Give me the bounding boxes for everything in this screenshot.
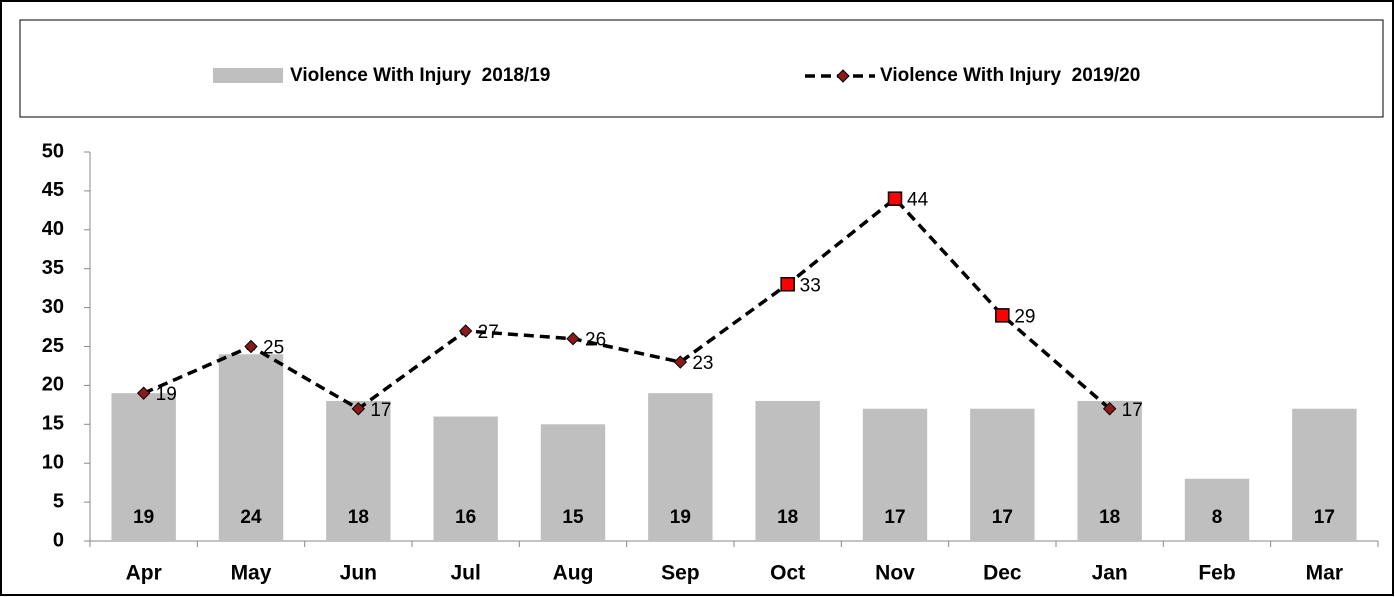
bar: [648, 393, 713, 541]
x-tick-label: Oct: [770, 562, 805, 585]
x-tick-label: Jul: [450, 562, 480, 585]
y-tick-label: 20: [42, 374, 64, 396]
x-tick-label: Aug: [553, 562, 594, 585]
line-value-label: 17: [1122, 400, 1143, 421]
line-value-label: 17: [370, 400, 391, 421]
bar-value-label: 17: [884, 507, 905, 528]
bar-value-label: 17: [1314, 507, 1335, 528]
x-tick-label: Sep: [661, 562, 700, 585]
y-tick-label: 5: [53, 490, 64, 512]
bar: [1077, 400, 1142, 541]
marker: [887, 191, 903, 206]
marker: [1102, 402, 1117, 416]
y-tick-label: 50: [42, 140, 64, 162]
bar-value-label: 19: [670, 507, 691, 528]
y-tick-label: 40: [42, 218, 64, 240]
line-value-label: 25: [263, 338, 284, 359]
bar-value-label: 8: [1212, 507, 1223, 528]
y-tick-label: 25: [42, 335, 64, 357]
bar-value-label: 19: [133, 507, 154, 528]
bar: [218, 354, 284, 541]
line: [142, 196, 1111, 411]
legend-label: Violence With Injury 2019/20: [880, 65, 1140, 86]
bar: [433, 416, 498, 541]
x-tick-label: Jun: [340, 562, 377, 585]
y-tick-label: 35: [42, 257, 64, 279]
bar: [111, 393, 176, 541]
marker: [136, 386, 151, 400]
bar-value-label: 18: [348, 507, 369, 528]
bar: [1184, 478, 1250, 541]
marker: [673, 355, 688, 369]
marker: [780, 277, 795, 292]
marker: [458, 324, 473, 338]
marker: [995, 308, 1010, 323]
legend-label: Violence With Injury 2018/19: [290, 65, 550, 86]
y-tick-label: 45: [42, 179, 64, 201]
marker: [244, 339, 258, 354]
bar-value-label: 15: [562, 507, 584, 528]
bar: [755, 400, 820, 541]
y-tick-label: 0: [53, 529, 64, 551]
bar-value-label: 24: [240, 507, 262, 528]
y-tick-label: 30: [42, 296, 64, 318]
bar: [862, 408, 928, 541]
line-value-label: 27: [478, 322, 499, 343]
marker: [566, 332, 580, 346]
line-value-label: 33: [800, 275, 821, 296]
x-tick-label: Feb: [1198, 562, 1235, 585]
bar: [1292, 408, 1357, 541]
legend-marker: [836, 69, 850, 83]
x-tick-label: Mar: [1306, 562, 1343, 585]
bar: [970, 408, 1035, 541]
legend-swatch: [213, 68, 283, 83]
bar-value-label: 18: [1099, 507, 1120, 528]
line-value-label: 26: [585, 330, 606, 351]
x-tick-label: Nov: [875, 562, 915, 585]
x-tick-label: Jan: [1092, 562, 1128, 585]
line-value-label: 23: [692, 353, 713, 374]
bar-value-label: 16: [455, 507, 476, 528]
line-value-label: 44: [907, 190, 929, 211]
line-value-label: 19: [156, 384, 177, 405]
x-tick-label: Apr: [126, 562, 162, 585]
x-tick-label: May: [231, 562, 272, 585]
marker: [351, 402, 366, 416]
bar-value-label: 17: [992, 507, 1013, 528]
bar: [326, 400, 391, 541]
line-value-label: 29: [1014, 306, 1035, 327]
y-tick-label: 10: [42, 451, 64, 473]
bar-value-label: 18: [777, 507, 798, 528]
y-tick-label: 15: [42, 413, 64, 435]
bar: [540, 424, 606, 541]
x-tick-label: Dec: [983, 562, 1022, 585]
